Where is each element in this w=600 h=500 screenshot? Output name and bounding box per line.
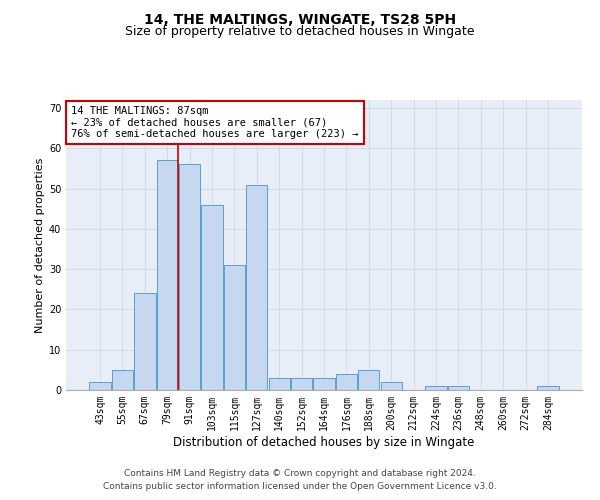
- Bar: [448, 386, 469, 390]
- Bar: [202, 204, 223, 390]
- Bar: [224, 265, 245, 390]
- Bar: [179, 164, 200, 390]
- Text: Contains HM Land Registry data © Crown copyright and database right 2024.: Contains HM Land Registry data © Crown c…: [124, 468, 476, 477]
- Bar: [380, 382, 402, 390]
- Bar: [134, 294, 155, 390]
- Bar: [358, 370, 379, 390]
- X-axis label: Distribution of detached houses by size in Wingate: Distribution of detached houses by size …: [173, 436, 475, 448]
- Bar: [425, 386, 446, 390]
- Bar: [112, 370, 133, 390]
- Bar: [157, 160, 178, 390]
- Bar: [537, 386, 559, 390]
- Bar: [313, 378, 335, 390]
- Bar: [89, 382, 111, 390]
- Bar: [269, 378, 290, 390]
- Text: Size of property relative to detached houses in Wingate: Size of property relative to detached ho…: [125, 25, 475, 38]
- Text: 14, THE MALTINGS, WINGATE, TS28 5PH: 14, THE MALTINGS, WINGATE, TS28 5PH: [144, 12, 456, 26]
- Bar: [246, 184, 268, 390]
- Bar: [291, 378, 312, 390]
- Text: 14 THE MALTINGS: 87sqm
← 23% of detached houses are smaller (67)
76% of semi-det: 14 THE MALTINGS: 87sqm ← 23% of detached…: [71, 106, 359, 139]
- Y-axis label: Number of detached properties: Number of detached properties: [35, 158, 44, 332]
- Text: Contains public sector information licensed under the Open Government Licence v3: Contains public sector information licen…: [103, 482, 497, 491]
- Bar: [336, 374, 357, 390]
